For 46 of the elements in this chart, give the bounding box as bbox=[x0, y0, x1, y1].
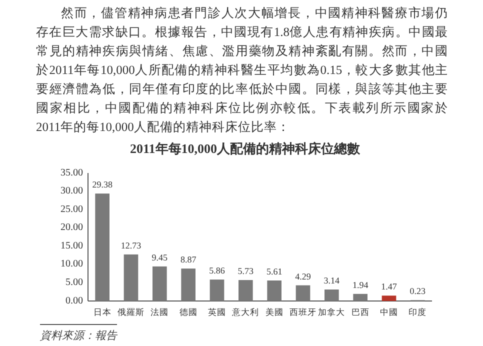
data-label: 29.38 bbox=[92, 180, 113, 190]
x-tick-label: 西班牙 bbox=[290, 307, 316, 317]
y-tick-label: 15.00 bbox=[60, 240, 83, 252]
x-tick-label: 美國 bbox=[265, 307, 284, 317]
data-label: 0.23 bbox=[410, 286, 426, 296]
y-tick-label: 0.00 bbox=[66, 295, 83, 306]
x-tick-label: 印度 bbox=[408, 307, 427, 317]
x-tick-label: 法國 bbox=[150, 307, 169, 317]
chart-title: 2011年每10,000人配備的精神科床位總數 bbox=[130, 141, 362, 156]
bar bbox=[382, 296, 396, 301]
y-tick-label: 5.00 bbox=[66, 277, 83, 288]
x-tick-label: 中國 bbox=[380, 307, 398, 317]
data-label: 8.87 bbox=[180, 254, 197, 265]
bar bbox=[95, 194, 110, 301]
data-label: 12.73 bbox=[120, 240, 142, 250]
bar bbox=[238, 280, 253, 301]
x-tick-label: 日本 bbox=[93, 307, 112, 317]
y-tick-label: 30.00 bbox=[60, 186, 83, 197]
data-label: 5.86 bbox=[209, 266, 226, 276]
data-label: 5.61 bbox=[266, 266, 282, 276]
x-tick-label: 俄羅斯 bbox=[118, 307, 144, 317]
x-tick-label: 加拿大 bbox=[318, 307, 346, 317]
data-label: 5.73 bbox=[238, 266, 254, 276]
bar bbox=[210, 280, 224, 301]
data-label: 1.47 bbox=[381, 282, 398, 292]
x-tick-label: 意大利 bbox=[231, 307, 260, 317]
data-label: 4.29 bbox=[295, 271, 312, 282]
source-note: 資料來源：報告 bbox=[40, 324, 117, 343]
bar bbox=[181, 268, 196, 301]
y-tick-label: 35.00 bbox=[60, 167, 83, 178]
data-label: 9.45 bbox=[152, 252, 168, 262]
bar bbox=[324, 290, 339, 301]
bar bbox=[124, 254, 138, 301]
data-label: 3.14 bbox=[324, 276, 340, 286]
bar bbox=[296, 285, 310, 301]
bar bbox=[353, 294, 368, 301]
y-tick-label: 10.00 bbox=[60, 258, 83, 270]
y-tick-label: 20.00 bbox=[60, 222, 83, 234]
data-label: 1.94 bbox=[352, 280, 369, 290]
text: 然而，儘管精神病患者門診人次大幅增長，中國精神科醫療市場仍存在巨大需求缺口。根據報告，中國現有1.8億人患有精神疾病。中國最常見的精神疾病與情緒、焦慮、濫用藥物及精神紊亂有關。然而，中國於2011年每10,000人所配備的精神科醫生平均數為0.15，較大多數其他主要經濟體為低，同年僅有印度的比率低於中國。同樣，與該等其他主要國家相比，中國配備的精神科床位比例亦較低。下表載列所示國家於2011年的每10,000人配備的精神科床位比率： bbox=[36, 5, 448, 136]
x-tick-label: 英國 bbox=[208, 307, 226, 317]
x-tick-label: 巴西 bbox=[351, 307, 370, 317]
y-tick-label: 25.00 bbox=[60, 204, 83, 215]
x-tick-label: 德國 bbox=[179, 307, 198, 317]
bar bbox=[152, 266, 167, 301]
bar bbox=[267, 280, 282, 301]
